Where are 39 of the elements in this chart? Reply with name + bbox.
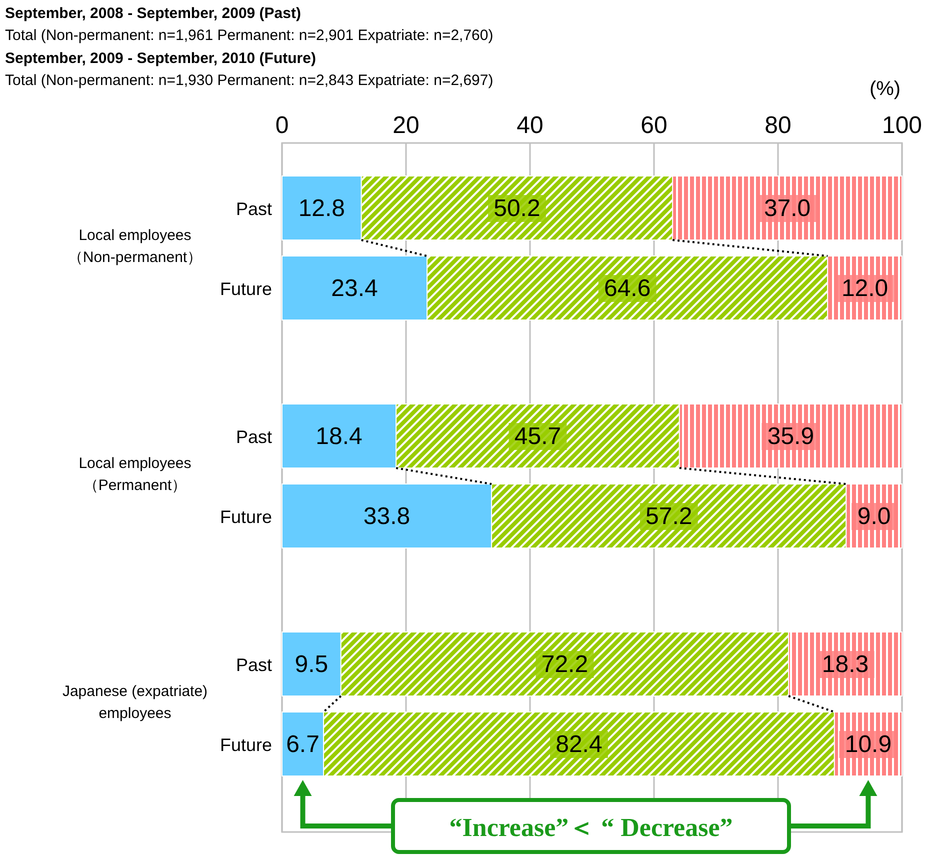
data-label: 37.0	[764, 195, 811, 222]
annotation: “Increase”＜ “ Decrease”	[449, 813, 733, 842]
text: Total (Non-permanent: n=1,930 Permanent: n=2,843 Expatriate: n=2,697)	[5, 72, 494, 89]
data-label: 72.2	[541, 651, 588, 678]
data-label: 50.2	[494, 195, 540, 222]
data-label: 35.9	[767, 423, 814, 450]
data-label: 6.7	[286, 731, 320, 758]
text: September, 2008 - September, 2009 (Past)	[5, 5, 301, 22]
y-tick-label: Future	[220, 507, 272, 527]
data-label: 82.4	[556, 731, 602, 758]
x-tick-label: 80	[764, 112, 792, 139]
text: Japanese (expatriate) employees	[62, 683, 208, 722]
data-label: 9.0	[857, 503, 891, 530]
data-label: 12.0	[841, 275, 888, 302]
y-tick-label: Future	[220, 735, 272, 755]
y-tick-label: Future	[220, 279, 272, 299]
x-tick-label: 0	[275, 112, 289, 139]
data-label: 33.8	[363, 503, 410, 530]
data-label: 12.8	[298, 195, 346, 222]
text: Local employees （Permanent）	[78, 455, 192, 494]
data-label: 9.5	[294, 651, 328, 678]
chart-subtitle: Total (Non-permanent: n=1,961 Permanent: n=2,901 Expatriate: n=2,760)	[5, 27, 494, 44]
data-label: 18.4	[316, 423, 362, 450]
data-label: 23.4	[331, 275, 378, 302]
data-label: 57.2	[646, 503, 692, 530]
x-tick-label: 100	[882, 112, 922, 139]
x-axis-title: (%)	[869, 78, 901, 100]
y-tick-label: Past	[236, 427, 272, 447]
data-label: 10.9	[844, 731, 892, 758]
x-tick-label: 20	[392, 112, 420, 139]
text: Local employees （Non-permanent）	[68, 227, 202, 266]
data-label: 18.3	[822, 651, 869, 678]
y-tick-label: Past	[236, 199, 272, 219]
y-tick-label: Past	[236, 655, 272, 675]
x-tick-label: 40	[516, 112, 544, 139]
data-label: 64.6	[604, 275, 651, 302]
x-tick-label: 60	[640, 112, 668, 139]
text: September, 2009 - September, 2010 (Future)	[5, 50, 316, 67]
data-label: 45.7	[514, 423, 562, 450]
